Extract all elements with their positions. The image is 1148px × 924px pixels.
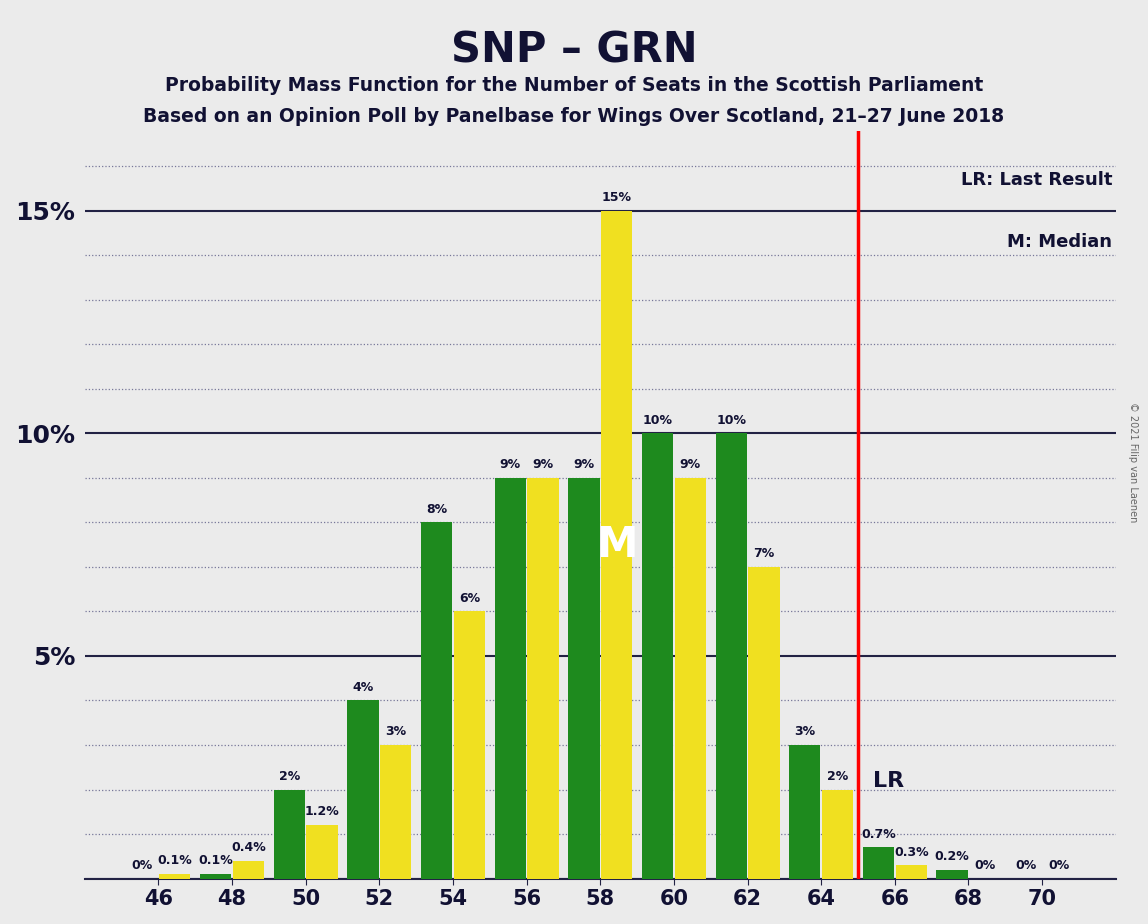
Text: 10%: 10% [643, 414, 673, 427]
Bar [568, 478, 599, 879]
Text: 9%: 9% [499, 458, 521, 471]
Bar [789, 745, 821, 879]
Text: 0%: 0% [975, 859, 995, 872]
Text: Probability Mass Function for the Number of Seats in the Scottish Parliament: Probability Mass Function for the Number… [165, 76, 983, 95]
Bar [421, 522, 452, 879]
Text: 2%: 2% [827, 770, 848, 783]
Text: M: M [596, 524, 637, 565]
Text: 3%: 3% [794, 725, 815, 738]
Bar [380, 745, 411, 879]
Text: 7%: 7% [753, 547, 775, 560]
Bar [273, 789, 305, 879]
Text: © 2021 Filip van Laenen: © 2021 Filip van Laenen [1128, 402, 1138, 522]
Bar [602, 211, 633, 879]
Text: Based on an Opinion Poll by Panelbase for Wings Over Scotland, 21–27 June 2018: Based on an Opinion Poll by Panelbase fo… [144, 107, 1004, 127]
Text: 0.4%: 0.4% [231, 841, 266, 854]
Bar [748, 567, 779, 879]
Bar [307, 825, 338, 879]
Text: 15%: 15% [602, 191, 631, 204]
Bar [527, 478, 559, 879]
Text: 4%: 4% [352, 681, 373, 694]
Text: SNP – GRN: SNP – GRN [451, 30, 697, 71]
Bar [895, 865, 926, 879]
Text: LR: LR [872, 771, 903, 791]
Text: M: Median: M: Median [1007, 233, 1112, 251]
Text: 9%: 9% [533, 458, 553, 471]
Bar [453, 612, 484, 879]
Bar [200, 874, 231, 879]
Text: 2%: 2% [279, 770, 300, 783]
Bar [233, 861, 264, 879]
Text: LR: Last Result: LR: Last Result [961, 171, 1112, 188]
Text: 9%: 9% [680, 458, 700, 471]
Text: 0%: 0% [1015, 859, 1037, 872]
Text: 0.3%: 0.3% [894, 845, 929, 858]
Text: 0.1%: 0.1% [157, 855, 192, 868]
Text: 0.2%: 0.2% [934, 850, 969, 863]
Text: 0%: 0% [1048, 859, 1069, 872]
Text: 3%: 3% [385, 725, 406, 738]
Bar [642, 433, 673, 879]
Bar [863, 847, 894, 879]
Text: 9%: 9% [573, 458, 595, 471]
Bar [715, 433, 747, 879]
Bar [822, 789, 853, 879]
Text: 6%: 6% [459, 591, 480, 604]
Bar [495, 478, 526, 879]
Text: 0%: 0% [131, 859, 153, 872]
Text: 0.7%: 0.7% [861, 828, 895, 841]
Bar [160, 874, 191, 879]
Bar [937, 869, 968, 879]
Text: 8%: 8% [426, 503, 447, 516]
Bar [348, 700, 379, 879]
Bar [675, 478, 706, 879]
Text: 0.1%: 0.1% [199, 855, 233, 868]
Text: 10%: 10% [716, 414, 746, 427]
Text: 1.2%: 1.2% [304, 806, 340, 819]
